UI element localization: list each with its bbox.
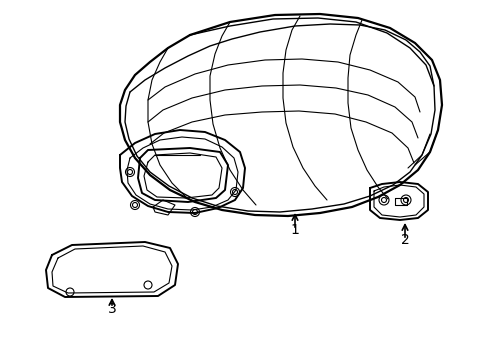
Text: 1: 1 [290,223,299,237]
Text: 3: 3 [107,302,116,316]
Text: 2: 2 [400,233,408,247]
